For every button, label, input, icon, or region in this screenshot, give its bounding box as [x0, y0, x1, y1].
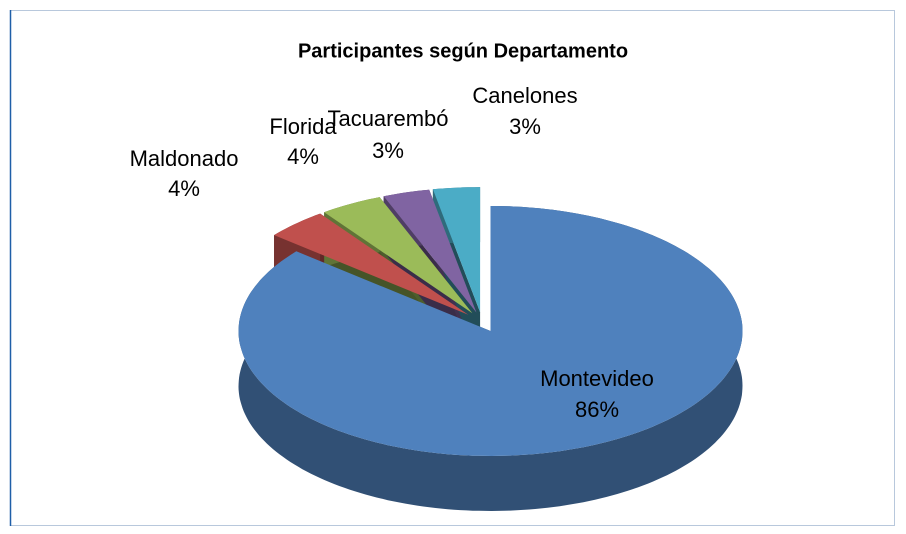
slice: [383, 189, 477, 313]
slice: [274, 213, 469, 315]
slice-label-name: Maldonado: [130, 146, 239, 171]
slice: [238, 206, 743, 456]
chart-title: Participantes según Departamento: [298, 40, 628, 62]
slice-label-name: Tacuarembó: [327, 106, 448, 131]
slice-label-name: Montevideo: [540, 366, 654, 391]
slice: [432, 187, 481, 313]
slice: [324, 197, 473, 314]
slice-label-value: 4%: [168, 176, 200, 201]
slice-label-value: 4%: [287, 144, 319, 169]
slice-label-name: Florida: [269, 114, 337, 139]
slice-label-value: 3%: [509, 114, 541, 139]
slice-label-name: Canelones: [472, 83, 577, 108]
slice-label-value: 86%: [575, 397, 619, 422]
slice-label-value: 3%: [372, 138, 404, 163]
